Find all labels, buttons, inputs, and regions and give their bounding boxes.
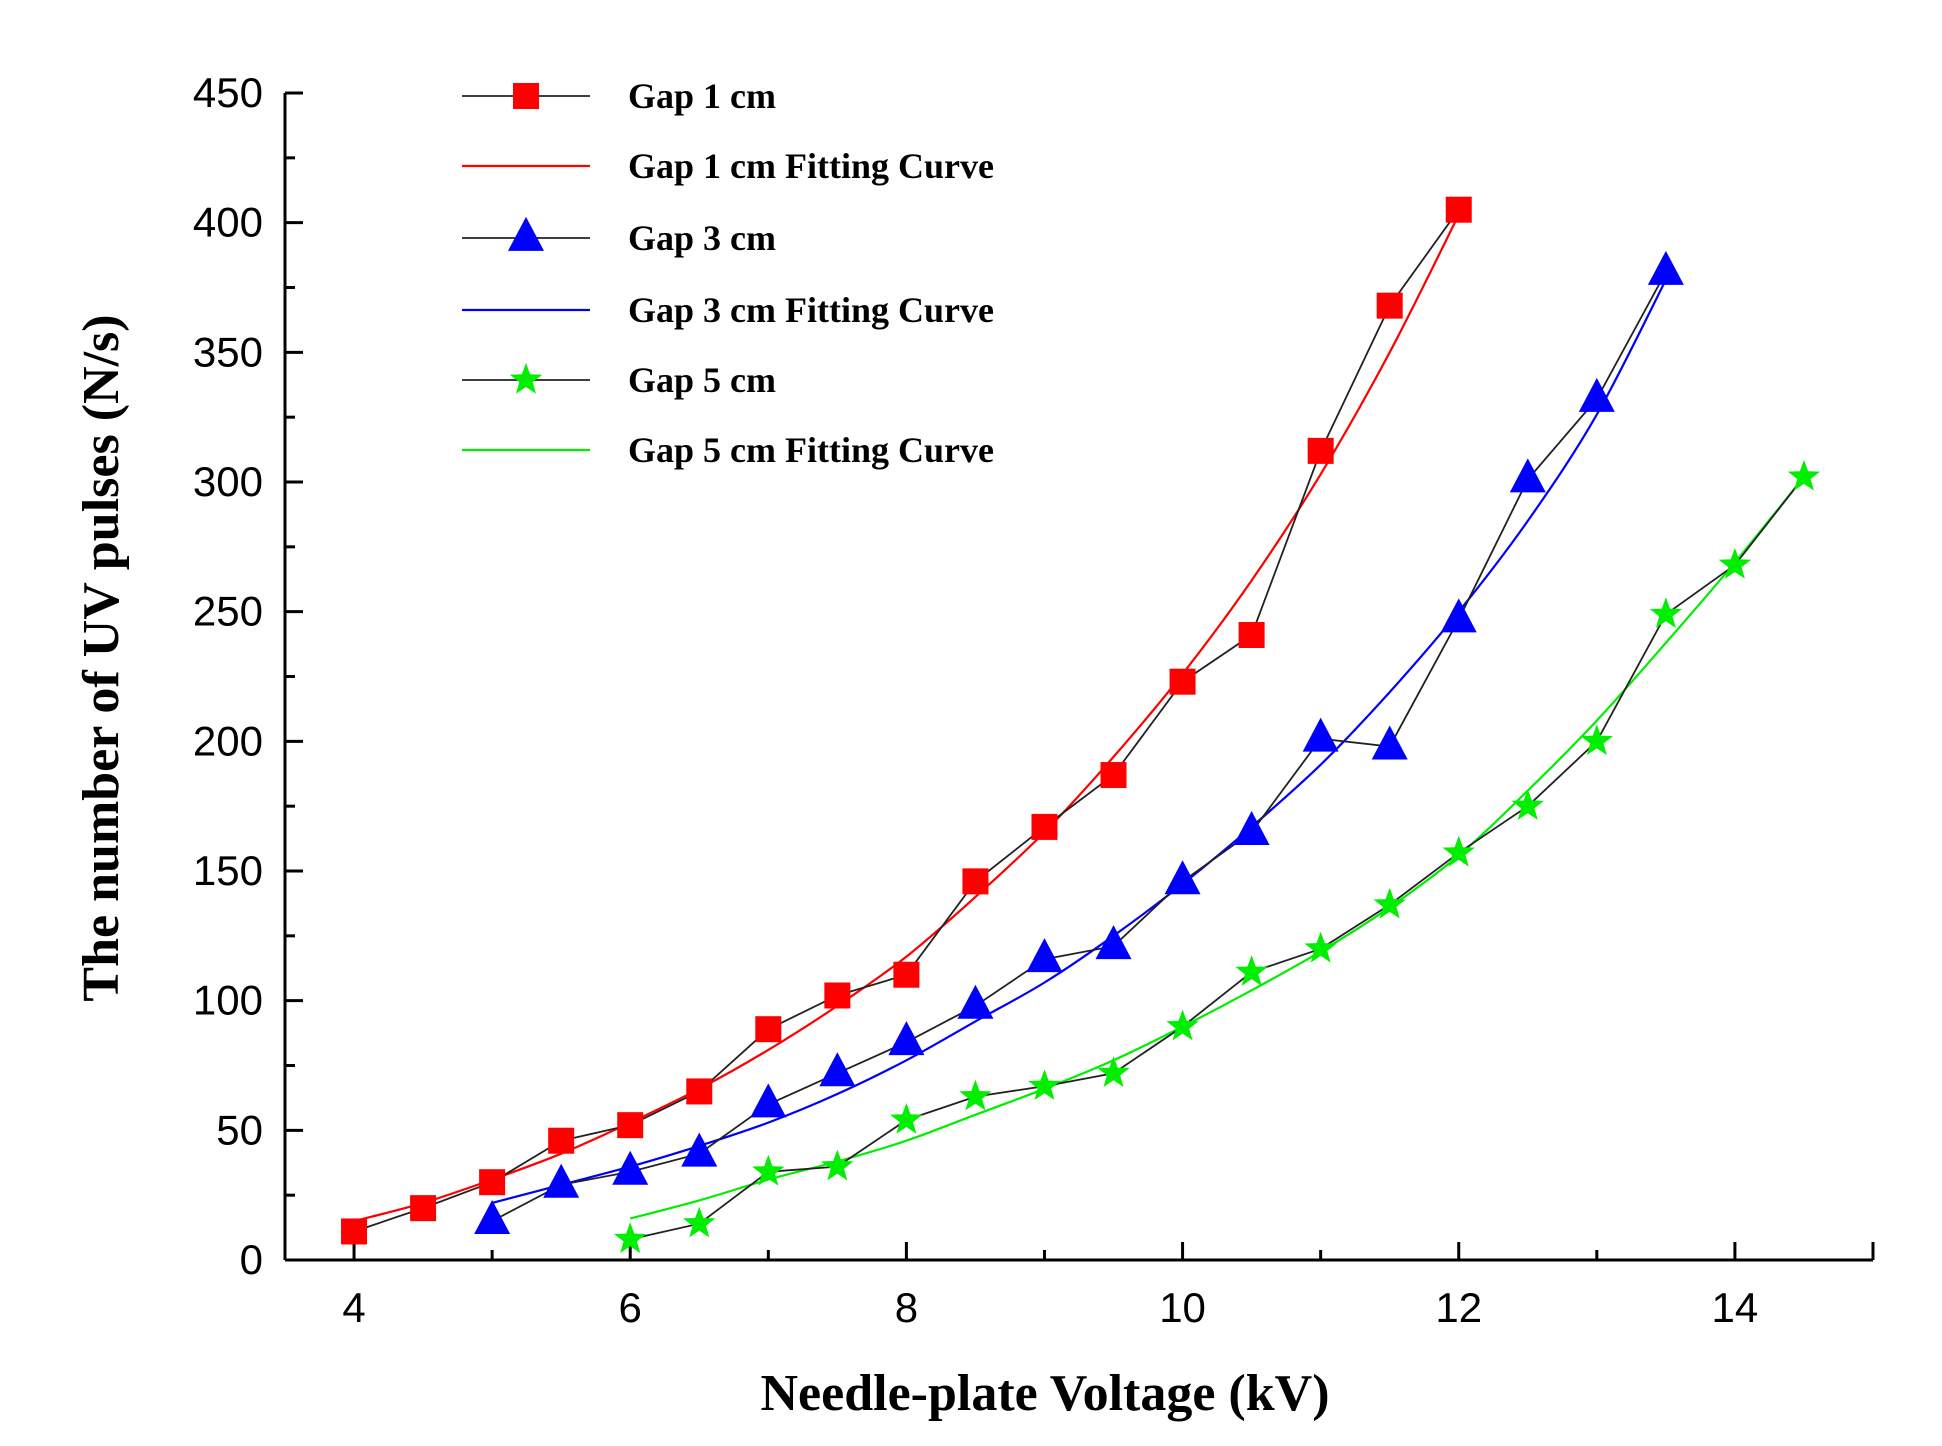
gap-1-cm-point [1031, 813, 1058, 840]
gap-3-cm-point [1509, 458, 1546, 493]
legend: Gap 1 cm Gap 1 cm Fitting Curve Gap 3 cm Ga… [462, 76, 994, 470]
legend-marker-gap-3-cm [508, 216, 544, 251]
gap-1-cm-point [548, 1127, 575, 1154]
gap-5-cm-point [1166, 1009, 1199, 1041]
x-tick-label: 12 [1435, 1284, 1482, 1331]
gap-1-cm-point [1169, 668, 1196, 695]
y-tick-label: 450 [193, 69, 263, 116]
gap-1-cm-point [1445, 196, 1472, 223]
gap-1-cm-point [1307, 437, 1334, 464]
gap-5-cm-point [1097, 1056, 1130, 1087]
gap-1-cm-point [824, 982, 851, 1009]
gap-1-cm-point [1238, 622, 1265, 649]
data-lines [353, 209, 1805, 1241]
fitting-curves [353, 214, 1805, 1223]
gap-1-cm-point [962, 868, 989, 895]
gap-5-cm-point [1235, 955, 1268, 986]
gap-5-cm-point [683, 1206, 716, 1238]
gap-1-cm-point [755, 1016, 782, 1043]
y-tick-label: 200 [193, 717, 263, 764]
legend-marker-gap-5-cm [509, 363, 543, 394]
y-tick-label: 250 [193, 588, 263, 635]
gap-5-cm-point [1718, 548, 1752, 579]
gap-5-cm-point [1580, 724, 1613, 756]
gap-1-cm-point [1376, 292, 1403, 319]
y-tick-label: 100 [193, 977, 263, 1024]
gap-5-cm-point [821, 1149, 854, 1181]
gap-3-cm-point [1578, 377, 1615, 412]
x-tick-label: 14 [1712, 1284, 1759, 1331]
x-tick-label: 8 [895, 1284, 918, 1331]
gap-3-cm-point [1440, 598, 1477, 633]
gap-5-cm-point [959, 1079, 992, 1111]
x-tick-label: 4 [342, 1284, 365, 1331]
y-tick-label: 50 [216, 1106, 263, 1153]
gap-3-cm-point [543, 1163, 580, 1198]
gap-3-cm-point [1371, 725, 1408, 760]
gap-5-cm-data-line [630, 476, 1805, 1241]
legend-label-gap-5-cm: Gap 5 cm [628, 360, 776, 400]
gap-1-cm-point [410, 1195, 437, 1222]
gap-5-cm-point [1787, 459, 1821, 491]
gap-5-cm-point [890, 1103, 923, 1134]
gap-3-cm-point [957, 984, 994, 1019]
y-tick-label: 0 [240, 1236, 263, 1283]
gap-3-cm-point [750, 1083, 787, 1118]
gap-3-cm-point [1302, 717, 1339, 752]
x-axis-title: Needle-plate Voltage (kV) [760, 1365, 1329, 1422]
gap-3-cm-point [474, 1200, 511, 1235]
gap-1-cm-point [479, 1169, 506, 1196]
legend-label-gap-5-cm-fit: Gap 5 cm Fitting Curve [628, 430, 994, 470]
gap-3-cm-point [1233, 811, 1270, 846]
gap-3-cm-data-line [491, 271, 1667, 1222]
legend-label-gap-1-cm: Gap 1 cm [628, 76, 776, 116]
gap-5-cm-point [1442, 835, 1475, 867]
gap-5-cm-point [1028, 1069, 1061, 1100]
gap-1-cm-point [1100, 762, 1127, 789]
legend-label-gap-3-cm: Gap 3 cm [628, 218, 776, 258]
gap-5-cm-point [614, 1222, 647, 1253]
gap-5-cm-point [1649, 597, 1682, 628]
y-tick-label: 150 [193, 847, 263, 894]
gap-3-cm-point [612, 1150, 649, 1185]
gap-1-cm-point [893, 961, 920, 988]
legend-label-gap-1-cm-fit: Gap 1 cm Fitting Curve [628, 146, 994, 186]
gap-5-cm-point [752, 1154, 785, 1186]
gap-5-cm-point [1511, 789, 1544, 820]
y-axis-title: The number of UV pulses (N/s) [73, 314, 130, 1001]
x-tick-label: 10 [1159, 1284, 1206, 1331]
gap-1-cm-point [686, 1078, 713, 1105]
gap-3-cm-point [681, 1132, 718, 1167]
gap-3-cm-point [819, 1052, 856, 1087]
gap-1-cm-point [341, 1218, 368, 1245]
gap-3-cm-point [1026, 938, 1063, 973]
legend-label-gap-3-cm-fit: Gap 3 cm Fitting Curve [628, 290, 994, 330]
x-tick-label: 6 [619, 1284, 642, 1331]
gap-1-cm-point [617, 1112, 644, 1139]
gap-1-cm-fitting-curve [353, 214, 1460, 1223]
gap-3-cm-point [1647, 250, 1684, 285]
gap-5-cm-point [1304, 931, 1337, 963]
y-tick-label: 300 [193, 458, 263, 505]
gap-3-cm-point [1164, 860, 1201, 895]
gap-1-cm-data-line [353, 209, 1460, 1233]
axes: 4 6 8 10 12 14 0 50 100 150 200 250 300 350 400 450 [193, 69, 1875, 1331]
gap-3-cm-point [888, 1021, 925, 1056]
legend-marker-gap-1-cm [513, 83, 539, 109]
gap-5-cm-point [1373, 887, 1406, 919]
y-tick-label: 400 [193, 199, 263, 246]
gap-3-cm-fitting-curve [491, 279, 1667, 1205]
y-tick-label: 350 [193, 328, 263, 375]
data-markers [341, 196, 1821, 1253]
gap-3-cm-point [1095, 925, 1132, 960]
